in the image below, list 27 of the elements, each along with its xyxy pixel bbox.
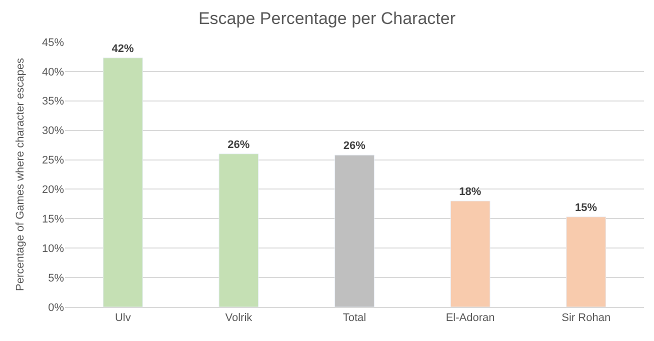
x-tick-label: Sir Rohan (562, 312, 611, 324)
y-tick-label: 25% (42, 154, 64, 167)
data-label: 18% (459, 186, 482, 198)
bar (334, 154, 374, 307)
chart-title: Escape Percentage per Character (198, 8, 456, 28)
bar (102, 58, 143, 307)
y-tick-label: 5% (48, 272, 64, 284)
y-tick-label: 30% (42, 125, 64, 138)
x-tick-label: El-Adoran (446, 312, 495, 324)
y-tick-label: 40% (42, 66, 64, 78)
y-tick-label: 20% (42, 184, 64, 196)
data-label: 26% (228, 138, 250, 151)
y-tick-label: 0% (48, 302, 64, 314)
data-label: 26% (343, 140, 366, 152)
x-tick-label: Ulv (114, 312, 132, 324)
data-label: 15% (574, 202, 598, 214)
bar (450, 200, 490, 307)
y-tick-label: 35% (42, 96, 64, 108)
y-axis-title: Percentage of Games where character escapes (14, 58, 27, 291)
data-label: 42% (112, 42, 134, 55)
y-tick-label: 15% (42, 214, 64, 226)
y-tick-label: 10% (42, 242, 64, 255)
bar (218, 154, 259, 307)
bar (566, 216, 606, 307)
x-tick-label: Volrik (225, 312, 253, 324)
y-tick-label: 45% (42, 36, 64, 49)
x-tick-label: Total (342, 312, 366, 324)
